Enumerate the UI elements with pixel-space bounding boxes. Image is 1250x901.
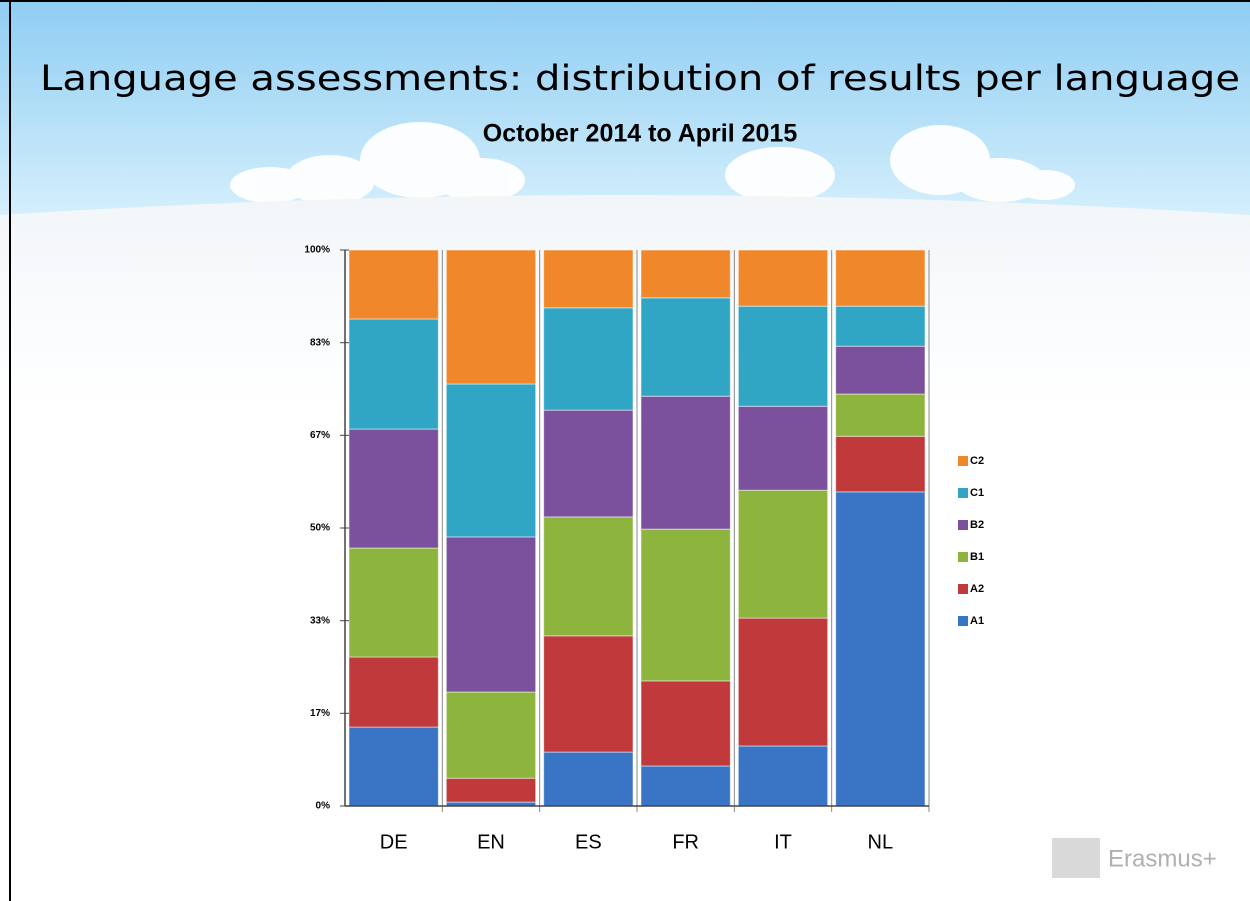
bar-segment [543, 751, 634, 807]
x-tick-label: FR [672, 831, 699, 853]
bar-segment [445, 777, 537, 803]
legend-label: B1 [970, 551, 984, 563]
legend-swatch [958, 552, 968, 562]
bar-segment [640, 395, 731, 530]
chart-subtitle: October 2014 to April 2015 [483, 120, 798, 148]
x-tick-label: ES [575, 831, 602, 853]
bar-segment [737, 745, 829, 807]
bar-segment [348, 726, 439, 807]
bar-segment [737, 489, 829, 619]
bar-segment [640, 297, 731, 397]
clouds [230, 122, 1075, 205]
bar-segment [348, 249, 439, 320]
y-tick-label: 83% [310, 337, 330, 348]
y-tick-label: 100% [304, 245, 330, 256]
legend-label: C2 [970, 455, 984, 467]
y-tick-label: 17% [310, 708, 330, 719]
logo-flag [1052, 838, 1100, 878]
x-tick-label: DE [380, 831, 408, 853]
bar-segment [835, 345, 926, 395]
bar-segment [835, 491, 926, 807]
bar-segment [543, 409, 634, 518]
y-tick-label: 50% [310, 523, 330, 534]
bar-segment [543, 249, 634, 309]
chart-title: Language assessments: distribution of re… [40, 59, 1240, 99]
bar-segment [835, 435, 926, 493]
bar-segment [640, 249, 731, 299]
legend-label: C1 [970, 487, 984, 499]
legend-swatch [958, 584, 968, 594]
logo-text: Erasmus+ [1108, 845, 1217, 872]
y-tick-label: 33% [310, 615, 330, 626]
bar-segment [348, 428, 439, 549]
legend-swatch [958, 488, 968, 498]
x-tick-label: NL [868, 831, 894, 853]
bar-segment [737, 305, 829, 407]
bar-segment [348, 547, 439, 658]
bar-segment [445, 249, 537, 385]
bar-segment [348, 318, 439, 430]
bar-segment [543, 307, 634, 411]
legend-swatch [958, 456, 968, 466]
bar-segment [835, 305, 926, 347]
legend-label: B2 [970, 519, 984, 531]
bar-segment [348, 656, 439, 728]
bar-segment [543, 516, 634, 637]
bar-segment [737, 617, 829, 747]
bar-segment [640, 528, 731, 682]
legend-label: A2 [970, 583, 984, 595]
legend-swatch [958, 520, 968, 530]
bar-segment [835, 393, 926, 437]
legend-label: A1 [970, 615, 984, 627]
bar-segment [543, 635, 634, 753]
bar-segment [445, 691, 537, 779]
bar-segment [445, 536, 537, 693]
bar-segment [445, 383, 537, 538]
bar-segment [835, 249, 926, 307]
bar-segment [640, 765, 731, 807]
bar-segment [737, 249, 829, 307]
y-tick-label: 67% [310, 430, 330, 441]
legend-swatch [958, 616, 968, 626]
x-tick-label: IT [774, 831, 792, 853]
x-tick-label: EN [477, 831, 505, 853]
y-tick-label: 0% [316, 801, 331, 812]
bar-segment [640, 680, 731, 767]
bar-segment [737, 405, 829, 491]
